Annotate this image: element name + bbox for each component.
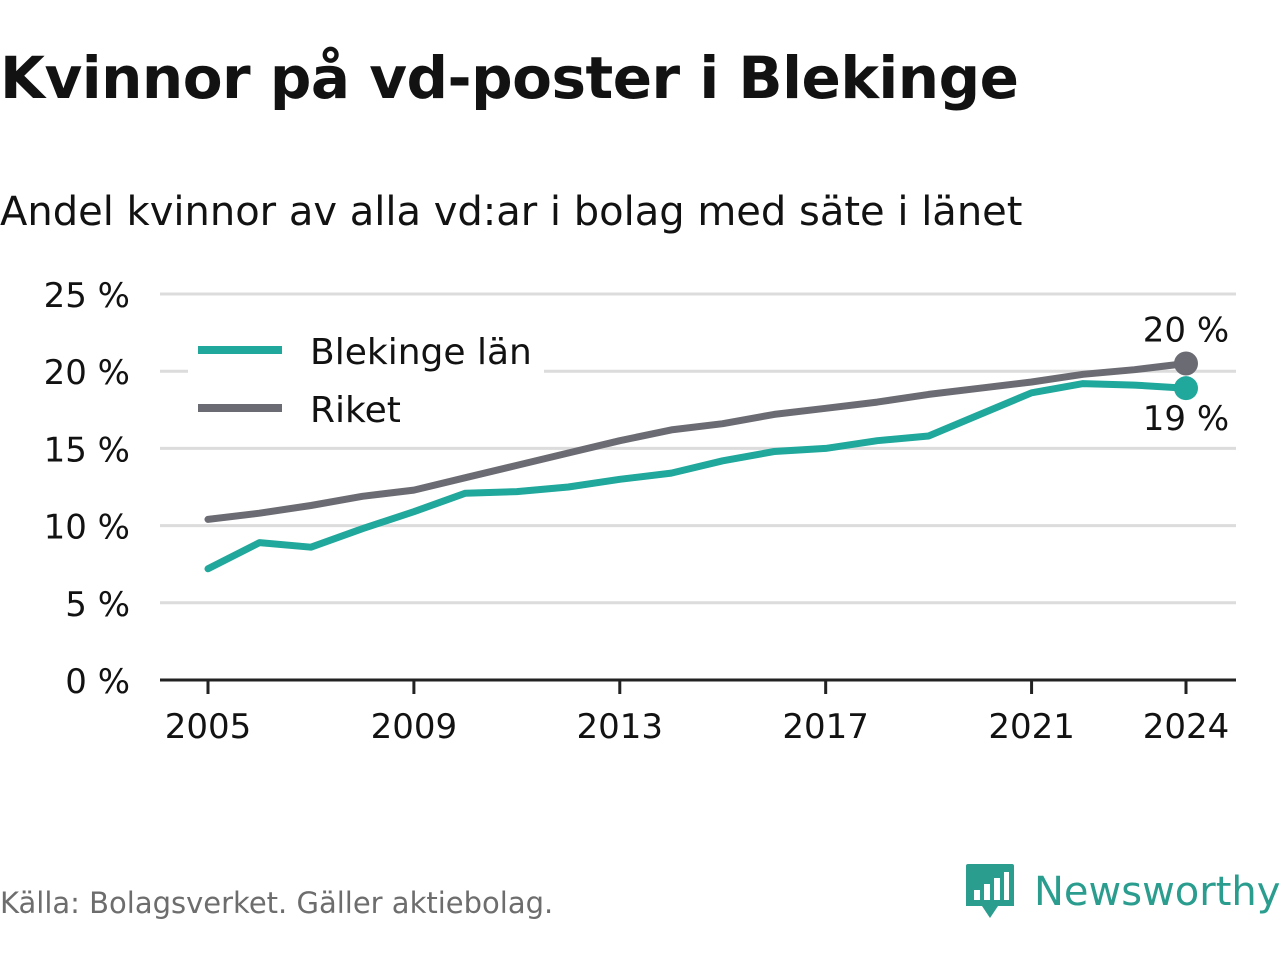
- x-axis: 2005 2009 2013 2017 2021 2024: [160, 678, 1236, 747]
- legend-label-riket: Riket: [310, 390, 401, 431]
- newsworthy-logo-icon: [966, 864, 1014, 918]
- series-lines: [204, 360, 1190, 573]
- x-tick-label: 2013: [577, 707, 664, 747]
- end-marker-riket: [1174, 351, 1198, 376]
- legend: Blekinge län Riket: [188, 322, 544, 444]
- x-tick-label: 2017: [782, 707, 869, 747]
- legend-background: [188, 322, 544, 444]
- x-tick-label: 2005: [165, 707, 252, 747]
- brand-name: Newsworthy: [1034, 869, 1280, 915]
- chart-subtitle: Andel kvinnor av alla vd:ar i bolag med …: [0, 189, 1023, 235]
- brand-logo: Newsworthy: [964, 862, 1280, 922]
- y-tick-label: 0 %: [65, 662, 130, 702]
- x-tick-label: 2024: [1143, 707, 1230, 747]
- series-line-riket: [204, 360, 1190, 523]
- y-tick-label: 5 %: [65, 585, 130, 625]
- series-line-blekinge: [204, 380, 1190, 573]
- y-tick-label: 25 %: [44, 276, 130, 316]
- source-note: Källa: Bolagsverket. Gäller aktiebolag.: [0, 886, 554, 920]
- y-tick-label: 10 %: [44, 508, 130, 548]
- end-markers: 19 % 20 %: [1143, 310, 1229, 439]
- y-tick-label: 15 %: [44, 430, 130, 470]
- x-tick-label: 2021: [988, 707, 1075, 747]
- y-tick-label: 20 %: [44, 353, 130, 393]
- end-marker-blekinge: [1174, 376, 1198, 401]
- x-tick-label: 2009: [371, 707, 458, 747]
- line-chart: 0 %5 %10 %15 %20 %25 % 2005 2009 2013 2017 2…: [44, 276, 1236, 747]
- chart-title: Kvinnor på vd-poster i Blekinge: [0, 44, 1019, 112]
- end-label-riket: 20 %: [1143, 310, 1229, 350]
- y-axis-ticks: 0 % 5 % 10 % 15 % 20 % 25 %: [44, 276, 130, 702]
- legend-label-blekinge: Blekinge län: [310, 332, 532, 373]
- end-label-blekinge: 19 %: [1143, 399, 1229, 439]
